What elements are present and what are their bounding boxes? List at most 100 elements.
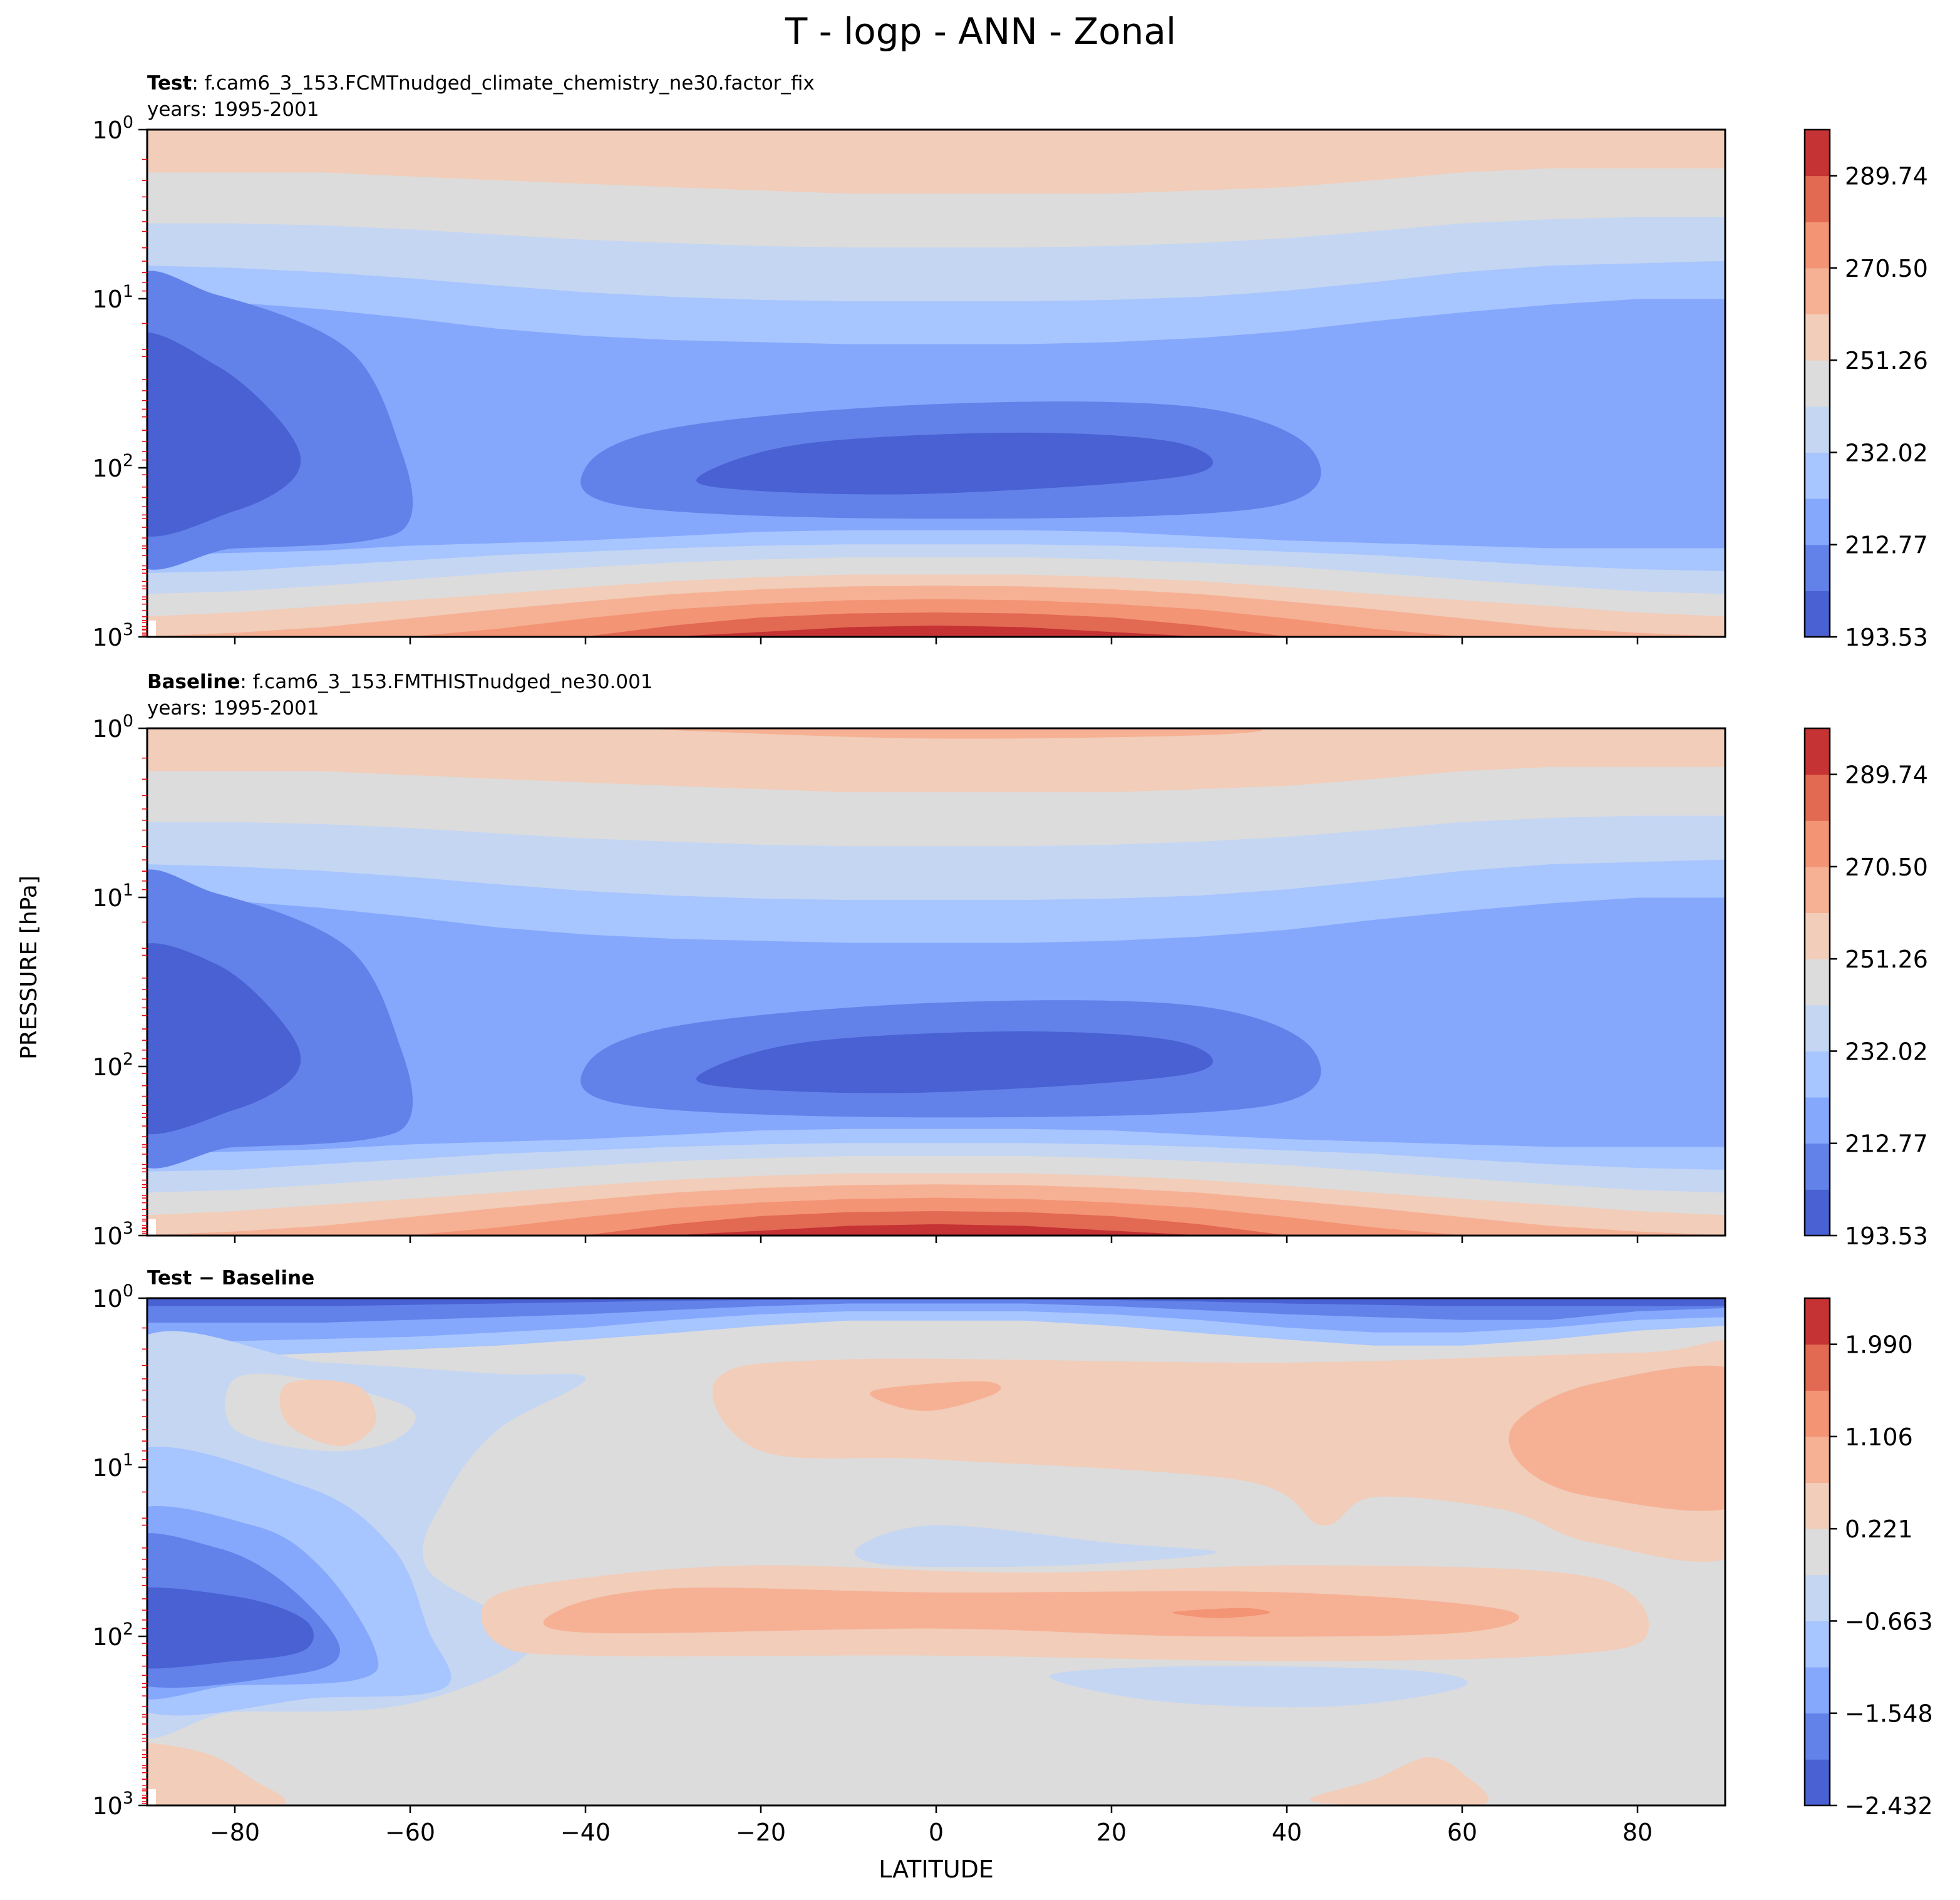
missing-data-corner bbox=[147, 620, 156, 637]
panel-label: Baseline: f.cam6_3_153.FMTHISTnudged_ne3… bbox=[147, 671, 653, 693]
diff-north-polar-warm bbox=[1509, 1365, 1725, 1511]
colorbar-segment bbox=[1805, 591, 1830, 638]
y-tick-exponent: 1 bbox=[123, 1450, 133, 1470]
colorbar-tick-label: 0.221 bbox=[1845, 1515, 1913, 1543]
missing-data-corner bbox=[147, 1219, 156, 1236]
y-tick-label: 102 bbox=[92, 1050, 133, 1081]
contour-band-upper-blue bbox=[147, 859, 1725, 943]
colorbar-tick-label: −0.663 bbox=[1845, 1608, 1933, 1635]
colorbar-tick-label: 251.26 bbox=[1845, 347, 1928, 374]
colorbar-tick-label: 289.74 bbox=[1845, 762, 1928, 789]
colorbar-segment bbox=[1805, 1004, 1830, 1051]
colorbar-frame bbox=[1803, 128, 1831, 638]
colorbar-segment bbox=[1805, 544, 1830, 591]
missing-data-corner bbox=[147, 1789, 156, 1805]
y-tick-label: 101 bbox=[92, 1450, 133, 1482]
panel-label-rest: : f.cam6_3_153.FMTHISTnudged_ne30.001 bbox=[240, 671, 652, 693]
contour-tropical-coldest bbox=[696, 432, 1214, 495]
plot-area bbox=[147, 1298, 1725, 1805]
diff-south-warm-pocket bbox=[279, 1380, 376, 1447]
y-tick-exponent: 1 bbox=[123, 282, 133, 301]
x-tick-label: −40 bbox=[560, 1819, 611, 1846]
y-tick-label: 101 bbox=[92, 880, 133, 912]
panel-label-rest: : f.cam6_3_153.FCMTnudged_climate_chemis… bbox=[192, 72, 814, 95]
panel-label-bold: Test − Baseline bbox=[147, 1267, 314, 1289]
y-tick-label: 100 bbox=[92, 711, 133, 743]
contour-south-polar-coldest bbox=[147, 943, 301, 1135]
panel-label: Test − Baseline bbox=[147, 1267, 314, 1289]
x-tick-label: −60 bbox=[385, 1819, 435, 1846]
colorbar-segment bbox=[1805, 1621, 1830, 1668]
colorbar-tick-label: 193.53 bbox=[1845, 1222, 1928, 1250]
colorbar-segment bbox=[1805, 1713, 1830, 1760]
colorbar-tick-label: 212.77 bbox=[1845, 532, 1928, 559]
x-tick-label: 20 bbox=[1096, 1819, 1127, 1846]
colorbar-tick-label: −1.548 bbox=[1845, 1700, 1933, 1728]
colorbar-segment bbox=[1805, 1529, 1830, 1576]
colorbar-segment bbox=[1805, 267, 1830, 315]
colorbar-segment bbox=[1805, 175, 1830, 222]
plot-area bbox=[147, 728, 1725, 1236]
colorbar-segment bbox=[1805, 1667, 1830, 1714]
y-tick-exponent: 3 bbox=[123, 620, 133, 639]
y-tick-label: 103 bbox=[92, 1789, 133, 1820]
diff-surface-warm-north bbox=[1310, 1757, 1489, 1805]
colorbar-segment bbox=[1805, 1759, 1830, 1806]
colorbar-segment bbox=[1805, 498, 1830, 545]
colorbar-segment bbox=[1805, 406, 1830, 453]
colorbar-segment bbox=[1805, 774, 1830, 821]
colorbar-segment bbox=[1805, 912, 1830, 959]
x-tick-label: −20 bbox=[736, 1819, 786, 1846]
diff-equator-warm-spot bbox=[870, 1381, 1001, 1411]
colorbar-tick-label: 251.26 bbox=[1845, 946, 1928, 973]
colorbar-segment bbox=[1805, 1390, 1830, 1437]
contour-tropical-coldest bbox=[696, 1031, 1214, 1093]
x-tick-label: 40 bbox=[1272, 1819, 1302, 1846]
colorbar-tick-label: 232.02 bbox=[1845, 439, 1928, 467]
colorbar-segment bbox=[1805, 1051, 1830, 1098]
colorbar-tick-label: 193.53 bbox=[1845, 624, 1928, 651]
x-axis-label: LATITUDE bbox=[879, 1856, 994, 1883]
colorbar-segment bbox=[1805, 866, 1830, 914]
colorbar-segment bbox=[1805, 1574, 1830, 1621]
contour-band-surface-dark-red bbox=[147, 625, 1725, 637]
x-tick-label: 60 bbox=[1447, 1819, 1477, 1846]
y-tick-exponent: 3 bbox=[123, 1219, 133, 1238]
y-tick-label: 100 bbox=[92, 113, 133, 144]
y-tick-label: 102 bbox=[92, 1619, 133, 1651]
contour-upper-warm-cap bbox=[658, 728, 1263, 739]
colorbar-segment bbox=[1805, 1482, 1830, 1529]
colorbar-segment bbox=[1805, 1097, 1830, 1144]
panel-years: years: 1995-2001 bbox=[147, 697, 319, 720]
plot-area bbox=[147, 130, 1725, 637]
colorbar-segment bbox=[1805, 728, 1830, 775]
colorbar-segment bbox=[1805, 1298, 1830, 1345]
y-tick-exponent: 1 bbox=[123, 880, 133, 900]
colorbar-segment bbox=[1805, 360, 1830, 407]
colorbar-segment bbox=[1805, 130, 1830, 177]
colorbar-tick-label: 289.74 bbox=[1845, 163, 1928, 190]
diff-tropical-light-blue bbox=[854, 1525, 1217, 1567]
colorbar-tick-label: 270.50 bbox=[1845, 854, 1928, 881]
panel-label: Test: f.cam6_3_153.FCMTnudged_climate_ch… bbox=[147, 72, 815, 95]
colorbar-segment bbox=[1805, 222, 1830, 269]
colorbar-tick-label: 1.106 bbox=[1845, 1423, 1913, 1451]
contour-band-upper-blue bbox=[147, 261, 1725, 344]
x-tick-label: 80 bbox=[1622, 1819, 1653, 1846]
panel-label-bold: Baseline bbox=[147, 671, 240, 693]
y-tick-label: 102 bbox=[92, 451, 133, 482]
colorbar-segment bbox=[1805, 314, 1830, 361]
y-tick-exponent: 2 bbox=[123, 1619, 133, 1639]
y-tick-exponent: 0 bbox=[123, 113, 133, 132]
x-tick-label: 0 bbox=[929, 1819, 944, 1846]
y-tick-exponent: 2 bbox=[123, 1050, 133, 1069]
figure-title: T - logp - ANN - Zonal bbox=[785, 10, 1176, 53]
colorbar-tick-label: −2.432 bbox=[1845, 1792, 1933, 1820]
colorbar-tick-label: 212.77 bbox=[1845, 1130, 1928, 1158]
y-tick-label: 100 bbox=[92, 1281, 133, 1313]
contour-band-surface-dark-red bbox=[147, 1224, 1725, 1236]
